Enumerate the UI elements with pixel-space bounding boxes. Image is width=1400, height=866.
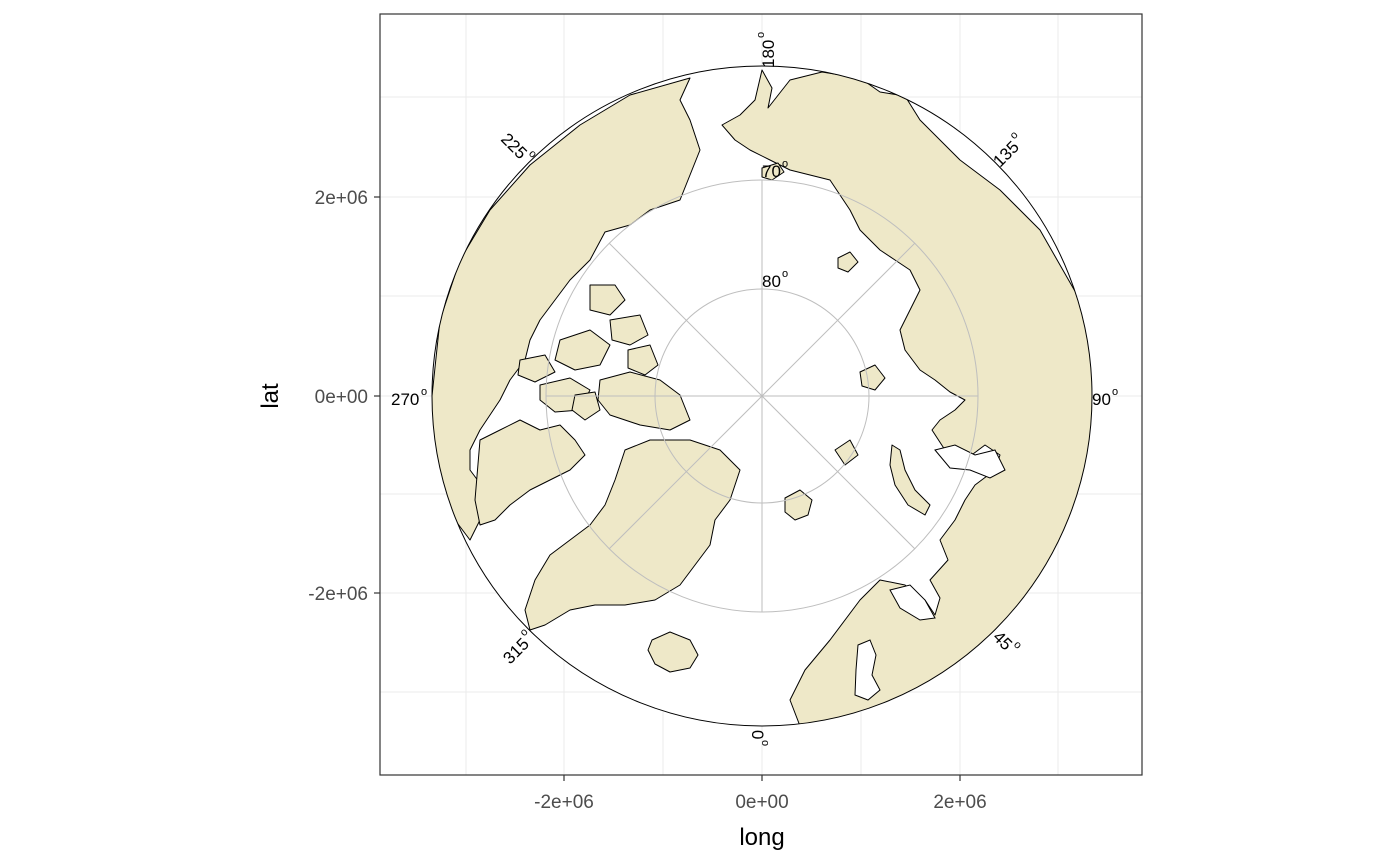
island-ellesmere <box>597 371 691 431</box>
island-banks <box>589 284 626 316</box>
region-eurasia <box>721 69 1092 726</box>
map-boundary <box>431 65 1093 727</box>
island-somerset <box>517 354 556 383</box>
lon-label-180-group: 180 o <box>755 32 778 68</box>
x-tick-label: 0e+00 <box>735 792 788 813</box>
region-novaya-zemlya <box>889 444 931 516</box>
y-tick-label: -2e+06 <box>308 584 368 605</box>
region-new-siberian-islands <box>837 251 859 273</box>
land-layer <box>432 69 1092 726</box>
lat-label-80-deg: o <box>782 268 788 280</box>
region-iceland <box>647 631 699 673</box>
x-tick-label: -2e+06 <box>534 792 594 813</box>
lon-label-270-deg: o <box>421 386 427 398</box>
lat-label-80: 80 <box>762 272 781 291</box>
island-prince-of-wales <box>571 391 601 421</box>
lon-label-0-deg: o <box>759 740 771 746</box>
lake-gulf-of-bothnia <box>854 639 881 701</box>
panel-border <box>379 13 1143 776</box>
lon-label-180: 180 <box>759 40 778 68</box>
x-axis-title: long <box>739 824 784 851</box>
y-tick-label: 2e+06 <box>315 188 368 209</box>
white-sea <box>889 584 936 621</box>
axis-ticks <box>374 196 961 781</box>
lon-label-270: 270 <box>391 390 419 409</box>
region-baffin-island <box>474 419 586 526</box>
graticule <box>545 179 979 613</box>
lon-label-90-group: 90 o <box>1092 386 1118 409</box>
y-axis-title: lat <box>257 383 284 409</box>
lon-label-0-group: 0 o <box>748 730 771 746</box>
lat-label-70-deg: o <box>782 158 788 170</box>
y-tick-label: 0e+00 <box>315 387 368 408</box>
island-victoria <box>554 329 611 371</box>
meridian-135-315 <box>608 242 916 550</box>
lat-label-70: 70 <box>762 162 781 181</box>
lon-label-90: 90 <box>1092 390 1111 409</box>
island-melville <box>609 314 649 346</box>
x-tick-label: 2e+06 <box>933 792 986 813</box>
ob-gulf <box>934 444 1006 479</box>
lon-label-180-deg: o <box>755 32 767 38</box>
lon-label-0: 0 <box>748 730 767 739</box>
lon-label-270-group: 270 o <box>391 386 427 409</box>
region-canadian-arctic-archipelago <box>517 284 691 431</box>
island-axel-heiberg <box>627 344 659 376</box>
region-greenland <box>524 439 741 631</box>
region-wrangel-island <box>761 162 785 181</box>
lon-label-90-deg: o <box>1112 386 1118 398</box>
region-franz-josef-land <box>834 439 859 466</box>
region-svalbard <box>784 489 813 521</box>
